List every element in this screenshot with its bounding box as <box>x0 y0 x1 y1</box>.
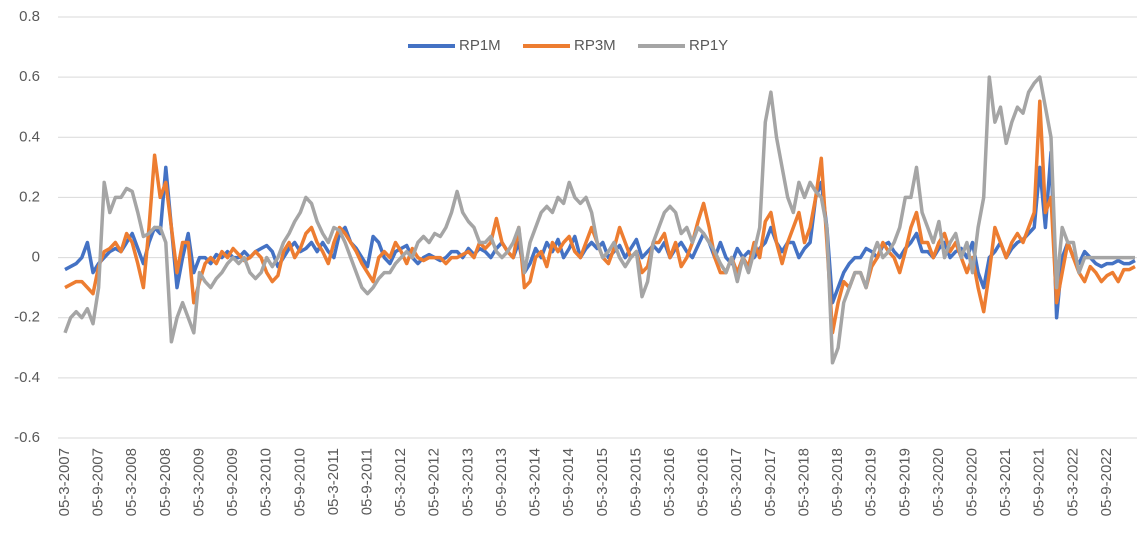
x-tick-label: 05-3-2017 <box>728 448 745 516</box>
x-tick-label: 05-9-2007 <box>90 448 107 516</box>
x-tick-label: 05-3-2009 <box>190 448 207 516</box>
x-tick-label: 05-9-2018 <box>829 448 846 516</box>
legend-label: RP3M <box>574 37 616 54</box>
x-tick-label: 05-9-2009 <box>224 448 241 516</box>
x-tick-label: 05-3-2010 <box>258 448 275 516</box>
y-tick-label: -0.2 <box>14 309 40 326</box>
x-tick-label: 05-9-2017 <box>762 448 779 516</box>
x-tick-label: 05-3-2007 <box>56 448 73 516</box>
series-line <box>63 75 1135 365</box>
y-tick-label: 0.4 <box>19 128 40 145</box>
x-tick-label: 05-3-2016 <box>661 448 678 516</box>
y-tick-label: 0.8 <box>19 8 40 25</box>
x-tick-label: 05-9-2010 <box>291 448 308 516</box>
x-tick-label: 05-9-2020 <box>964 448 981 516</box>
x-tick-label: 05-3-2020 <box>930 448 947 516</box>
series-line <box>64 150 1136 320</box>
y-tick-label: 0.6 <box>19 68 40 85</box>
x-tick-label: 05-3-2021 <box>997 448 1014 516</box>
x-tick-label: 05-3-2019 <box>863 448 880 516</box>
x-tick-label: 05-3-2015 <box>594 448 611 516</box>
x-tick-label: 05-9-2022 <box>1098 448 1115 516</box>
x-tick-label: 05-3-2018 <box>795 448 812 516</box>
x-tick-label: 05-9-2013 <box>493 448 510 516</box>
x-tick-label: 05-9-2014 <box>560 448 577 516</box>
y-tick-label: 0.2 <box>19 188 40 205</box>
x-tick-label: 05-3-2012 <box>392 448 409 516</box>
x-tick-label: 05-3-2011 <box>325 448 342 515</box>
y-tick-label: -0.4 <box>14 369 40 386</box>
x-tick-label: 05-9-2012 <box>426 448 443 516</box>
x-tick-label: 05-3-2022 <box>1064 448 1081 516</box>
series-line <box>64 99 1136 335</box>
x-tick-label: 05-9-2021 <box>1031 448 1048 516</box>
x-tick-label: 05-3-2008 <box>123 448 140 516</box>
legend-label: RP1Y <box>689 37 728 54</box>
x-tick-label: 05-3-2014 <box>527 448 544 516</box>
x-tick-label: 05-9-2015 <box>627 448 644 516</box>
x-tick-label: 05-9-2008 <box>157 448 174 516</box>
y-tick-label: -0.6 <box>14 429 40 446</box>
x-tick-label: 05-3-2013 <box>459 448 476 516</box>
x-tick-label: 05-9-2011 <box>358 448 375 515</box>
x-tick-label: 05-9-2019 <box>896 448 913 516</box>
x-tick-label: 05-9-2016 <box>695 448 712 516</box>
y-tick-label: 0 <box>32 249 40 266</box>
legend-label: RP1M <box>459 37 501 54</box>
